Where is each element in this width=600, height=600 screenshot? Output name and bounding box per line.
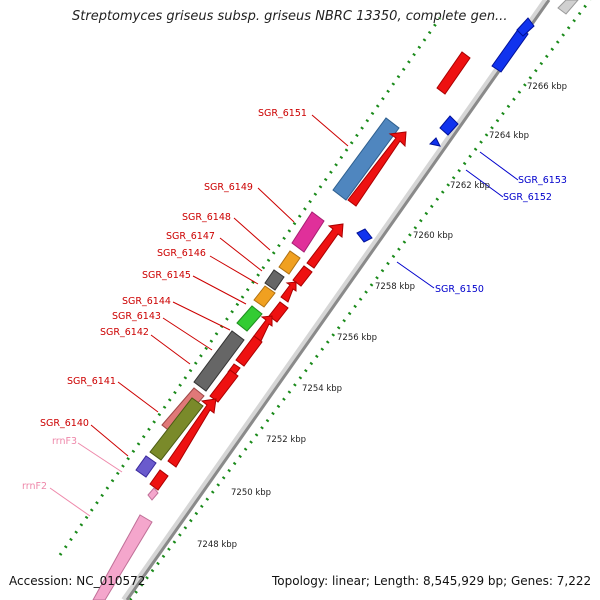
gene-label-sgr-6152[interactable]: SGR_6152 xyxy=(503,192,552,203)
gene-label-rrnf2[interactable]: rrnF2 xyxy=(22,481,47,492)
backbone-shadow xyxy=(121,0,549,600)
gene-arrow-sgr-6143[interactable] xyxy=(253,315,273,342)
gene-label-sgr-6153[interactable]: SGR_6153 xyxy=(518,175,567,186)
gene-label-sgr-6140[interactable]: SGR_6140 xyxy=(40,418,89,429)
scale-label-7248: 7248 kbp xyxy=(197,540,237,550)
leader-sgr-6141 xyxy=(117,381,159,413)
gene-block-sgr-6141b[interactable] xyxy=(149,397,204,461)
scale-label-7264: 7264 kbp xyxy=(489,131,529,141)
gene-label-sgr-6149[interactable]: SGR_6149 xyxy=(204,182,253,193)
gene-label-rrnf3[interactable]: rrnF3 xyxy=(52,436,77,447)
gene-block-sgr-6142[interactable] xyxy=(193,330,245,392)
tick-track-lower xyxy=(128,0,592,600)
accession-text: Accession: NC_010572 xyxy=(9,574,146,588)
leader-sgr-6140 xyxy=(90,424,129,457)
leader-sgr-6149 xyxy=(257,187,295,223)
scale-label-7256: 7256 kbp xyxy=(337,333,377,343)
gene-arrow-sgr-6145[interactable] xyxy=(280,281,297,303)
leader-sgr-6147 xyxy=(219,237,263,272)
gene-arrow-sgr-6152-small[interactable] xyxy=(428,137,441,147)
gene-block-sgr-6145[interactable] xyxy=(253,285,276,308)
gene-label-sgr-6150[interactable]: SGR_6150 xyxy=(435,284,484,295)
scale-label-7266: 7266 kbp xyxy=(527,82,567,92)
leader-sgr-6144 xyxy=(172,301,231,331)
leader-sgr-6150 xyxy=(396,261,435,289)
gene-arrow-rrnf3[interactable] xyxy=(149,469,169,491)
gene-label-sgr-6144[interactable]: SGR_6144 xyxy=(122,296,171,307)
leader-sgr-6143 xyxy=(162,317,213,351)
gene-block-sgr-6140[interactable] xyxy=(135,455,157,478)
gene-block-sgr-6146[interactable] xyxy=(264,269,285,291)
gene-label-sgr-6143[interactable]: SGR_6143 xyxy=(112,311,161,322)
scale-label-7258: 7258 kbp xyxy=(375,282,415,292)
leader-rrnf2 xyxy=(49,487,91,517)
gene-block-sgr-6147[interactable] xyxy=(278,250,301,275)
gene-block-sgr-6151[interactable] xyxy=(332,117,400,201)
scale-label-7254: 7254 kbp xyxy=(302,384,342,394)
scale-label-7252: 7252 kbp xyxy=(266,435,306,445)
gene-arrow-sgr-6152[interactable] xyxy=(439,115,459,136)
gene-arrow-top[interactable] xyxy=(436,51,471,95)
gene-arrow-sgr-6140[interactable] xyxy=(167,398,217,468)
leader-sgr-6145 xyxy=(192,275,247,305)
gene-arrow-sgr-6142[interactable] xyxy=(235,335,263,367)
gene-block-sgr-6149[interactable] xyxy=(291,211,325,253)
gene-arrow-rrnf2-small[interactable] xyxy=(147,487,159,501)
leader-sgr-6153 xyxy=(479,151,519,181)
leader-sgr-6148 xyxy=(233,217,271,251)
gene-label-sgr-6142[interactable]: SGR_6142 xyxy=(100,327,149,338)
leader-sgr-6142 xyxy=(150,334,191,365)
gene-label-sgr-6148[interactable]: SGR_6148 xyxy=(182,212,231,223)
leader-rrnf3 xyxy=(77,442,123,473)
scale-label-7260: 7260 kbp xyxy=(413,231,453,241)
gene-arrow-sgr-6144[interactable] xyxy=(268,301,289,323)
gene-block-sgr-6144[interactable] xyxy=(236,305,263,332)
topology-text: Topology: linear; Length: 8,545,929 bp; … xyxy=(272,574,592,588)
leader-sgr-6151 xyxy=(311,114,349,147)
gene-block-top-corner[interactable] xyxy=(557,0,579,15)
gene-arrow-sgr-6153[interactable] xyxy=(491,27,529,73)
tick-track-upper xyxy=(58,17,442,556)
backbone-line xyxy=(125,0,551,600)
leader-sgr-6146 xyxy=(209,255,259,285)
gene-label-sgr-6146[interactable]: SGR_6146 xyxy=(157,248,206,259)
gene-arrow-sgr-6150[interactable] xyxy=(356,228,373,243)
gene-arrow-sgr-6151[interactable] xyxy=(347,131,407,207)
leader-sgr-6152 xyxy=(465,169,504,198)
gene-arrow-top-blue[interactable] xyxy=(516,17,535,37)
scale-label-7262: 7262 kbp xyxy=(450,181,490,191)
gene-arrow-sgr-6149[interactable] xyxy=(306,223,344,269)
scale-label-7250: 7250 kbp xyxy=(231,488,271,498)
gene-arrow-sgr-6146[interactable] xyxy=(292,265,313,287)
gene-label-sgr-6151[interactable]: SGR_6151 xyxy=(258,108,307,119)
gene-label-sgr-6147[interactable]: SGR_6147 xyxy=(166,231,215,242)
map-title: Streptomyces griseus subsp. griseus NBRC… xyxy=(72,9,508,24)
gene-block-rrnf2[interactable] xyxy=(92,514,153,600)
gene-label-sgr-6141[interactable]: SGR_6141 xyxy=(67,376,116,387)
gene-label-sgr-6145[interactable]: SGR_6145 xyxy=(142,270,191,281)
